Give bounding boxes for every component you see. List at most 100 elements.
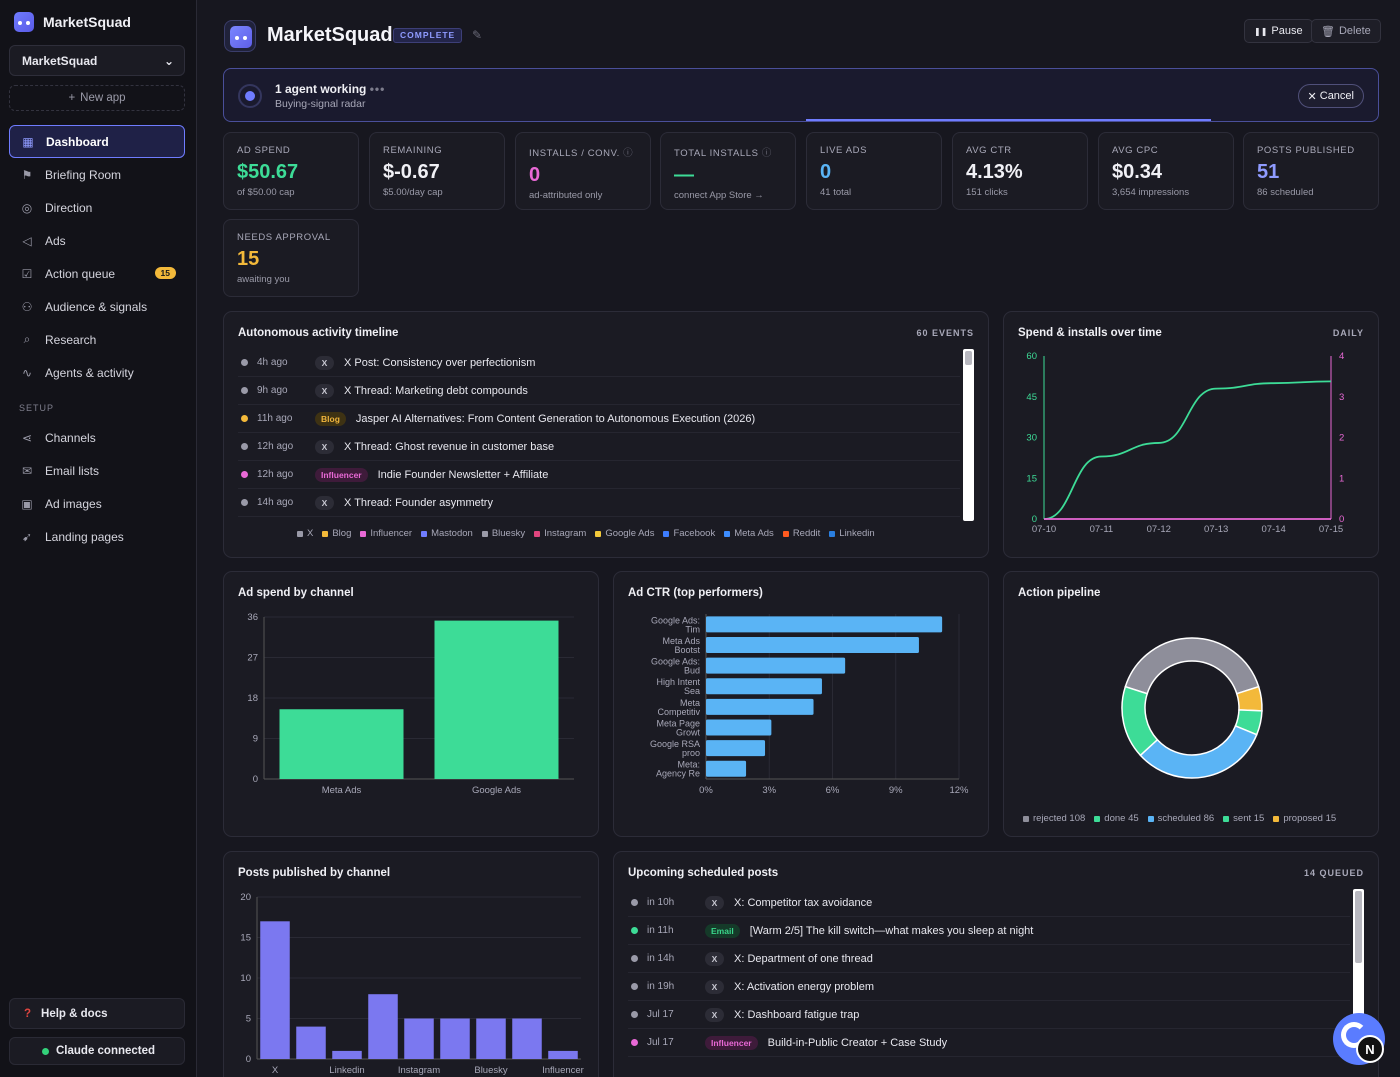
channel-dot-icon — [631, 927, 638, 934]
stat-label: NEEDS APPROVAL — [237, 232, 331, 243]
stat-sub: 41 total — [820, 187, 852, 198]
new-app-button[interactable]: + New app — [9, 85, 185, 111]
sidebar-item-label: Audience & signals — [45, 299, 148, 314]
sidebar-item-email-lists[interactable]: ✉ Email lists — [9, 454, 185, 487]
chat-icon — [1341, 1022, 1367, 1048]
bar — [434, 620, 559, 779]
bar — [260, 921, 290, 1059]
legend-item: Blog — [322, 528, 351, 539]
info-icon[interactable]: ⓘ — [619, 148, 634, 159]
list-item[interactable]: 4h ago X X Post: Consistency over perfecti… — [238, 349, 960, 377]
list-item[interactable]: 9h ago X X Thread: Marketing debt compound… — [238, 377, 960, 405]
pencil-icon[interactable]: ✎ — [472, 28, 483, 42]
timeline-title: Autonomous activity timeline — [238, 327, 399, 339]
legend-item: Linkedin — [829, 528, 875, 539]
pie-slice-rejected — [1124, 637, 1260, 695]
x-tick-label: 07-11 — [1090, 524, 1114, 535]
claude-status[interactable]: Claude connected — [9, 1037, 185, 1065]
sidebar-item-channels[interactable]: ⋖ Channels — [9, 421, 185, 454]
share-icon: ⋖ — [21, 430, 33, 445]
help-docs-button[interactable]: ? Help & docs — [9, 998, 185, 1029]
sidebar-item-briefing-room[interactable]: ⚑ Briefing Room — [9, 158, 185, 191]
sidebar-nav: ▦ Dashboard ⚑ Briefing Room ◎ Direction ◁ Ads ☑ A… — [9, 125, 185, 553]
setup-section-label: SETUP — [19, 403, 55, 413]
stat-sub: connect App Store → — [674, 190, 764, 201]
app-select[interactable]: MarketSquad ⌄ — [9, 45, 185, 76]
sidebar-item-action-queue[interactable]: ☑ Action queue 15 — [9, 257, 185, 290]
list-item[interactable]: 12h ago Influencer Indie Founder Newslette… — [238, 461, 960, 489]
sidebar-item-ad-images[interactable]: ▣ Ad images — [9, 487, 185, 520]
item-time: 12h ago — [257, 469, 294, 480]
y-tick-label: 10 — [240, 973, 251, 984]
upcoming-count: 14 QUEUED — [1303, 868, 1364, 878]
x-tick-label: Bluesky — [474, 1065, 508, 1076]
list-item[interactable]: in 14h X X: Department of one thread — [628, 945, 1350, 973]
y-tick-label: Meta: — [677, 760, 700, 770]
legend-label: Mastodon — [431, 528, 473, 539]
sidebar-item-dashboard[interactable]: ▦ Dashboard — [9, 125, 185, 158]
legend-item: Google Ads — [595, 528, 654, 539]
legend-item: rejected 108 — [1023, 813, 1085, 824]
stat-sub: ad-attributed only — [529, 190, 603, 201]
stat-label: INSTALLS / CONV. ⓘ — [529, 148, 634, 159]
list-item[interactable]: in 10h X X: Competitor tax avoidance — [628, 889, 1350, 917]
plus-icon: + — [68, 92, 76, 104]
sidebar-item-label: Landing pages — [45, 529, 124, 544]
chat-launcher-button[interactable]: N — [1333, 1013, 1385, 1065]
sidebar-item-direction[interactable]: ◎ Direction — [9, 191, 185, 224]
app-logo-icon — [224, 20, 256, 52]
sidebar-item-audience-signals[interactable]: ⚇ Audience & signals — [9, 290, 185, 323]
stat-card: AVG CPC $0.34 3,654 impressions — [1098, 132, 1234, 210]
y-tick-label: 15 — [240, 933, 251, 944]
sidebar-item-ads[interactable]: ◁ Ads — [9, 224, 185, 257]
stat-label: TOTAL INSTALLS ⓘ — [674, 148, 772, 159]
action-pipeline-panel: Action pipeline rejected 108 done 45 sched… — [1003, 571, 1379, 837]
legend-swatch — [534, 530, 541, 537]
stat-card: LIVE ADS 0 41 total — [806, 132, 942, 210]
list-item[interactable]: Jul 17 Influencer Build-in-Public Creator … — [628, 1029, 1350, 1057]
brand[interactable]: MarketSquad — [14, 12, 131, 32]
cancel-button[interactable]: ✕ Cancel — [1297, 84, 1364, 108]
x-tick-label: 07-10 — [1032, 524, 1056, 535]
timeline-scrollbar[interactable] — [963, 349, 974, 521]
delete-button[interactable]: 🗑 Delete — [1311, 19, 1381, 43]
channel-dot-icon — [241, 415, 248, 422]
list-item[interactable]: Jul 17 X X: Dashboard fatigue trap — [628, 1001, 1350, 1029]
stat-value: 4.13% — [966, 161, 1023, 183]
bar — [440, 1018, 470, 1059]
pause-button[interactable]: ❚❚ Pause — [1244, 19, 1313, 43]
list-item[interactable]: 11h ago Blog Jasper AI Alternatives: From … — [238, 405, 960, 433]
stat-card: AVG CTR 4.13% 151 clicks — [952, 132, 1088, 210]
agent-status-banner: 1 agent working ••• Buying-signal radar … — [223, 68, 1379, 122]
y-tick-label: 0 — [1032, 514, 1037, 525]
list-item[interactable]: in 11h Email [Warm 2/5] The kill switch—wh… — [628, 917, 1350, 945]
compass-icon: ◎ — [21, 200, 33, 215]
list-item[interactable]: 14h ago X X Thread: Founder asymmetry — [238, 489, 960, 517]
legend-item: done 45 — [1094, 813, 1139, 824]
activity-timeline-panel: Autonomous activity timeline 60 EVENTS 4… — [223, 311, 989, 558]
x-tick-label: 07-15 — [1319, 524, 1343, 535]
x-tick-label: 07-13 — [1204, 524, 1228, 535]
agent-progress-bar — [806, 119, 1211, 121]
pipeline-legend: rejected 108 done 45 scheduled 86 sent 15 pr… — [1023, 813, 1336, 824]
bar — [706, 636, 919, 653]
sidebar-item-agents-activity[interactable]: ∿ Agents & activity — [9, 356, 185, 389]
close-icon: ✕ — [1307, 90, 1317, 103]
pie-slice-scheduled — [1139, 724, 1258, 779]
y-tick-label: Bud — [684, 666, 700, 676]
stat-sub: 151 clicks — [966, 187, 1008, 198]
list-item[interactable]: in 19h X X: Activation energy problem — [628, 973, 1350, 1001]
new-app-label: New app — [80, 92, 126, 104]
bar — [706, 698, 814, 715]
info-icon[interactable]: ⓘ — [758, 148, 772, 159]
channel-dot-icon — [241, 443, 248, 450]
y-tick-label: 30 — [1026, 433, 1037, 444]
pipeline-donut-chart — [1121, 637, 1263, 779]
sidebar-item-research[interactable]: ⌕ Research — [9, 323, 185, 356]
x-tick-label: X — [272, 1065, 279, 1076]
list-item[interactable]: 12h ago X X Thread: Ghost revenue in custo… — [238, 433, 960, 461]
channel-dot-icon — [631, 1039, 638, 1046]
legend-label: Google Ads — [605, 528, 655, 539]
upcoming-scrollbar[interactable] — [1353, 889, 1364, 1064]
sidebar-item-landing-pages[interactable]: ➹ Landing pages — [9, 520, 185, 553]
